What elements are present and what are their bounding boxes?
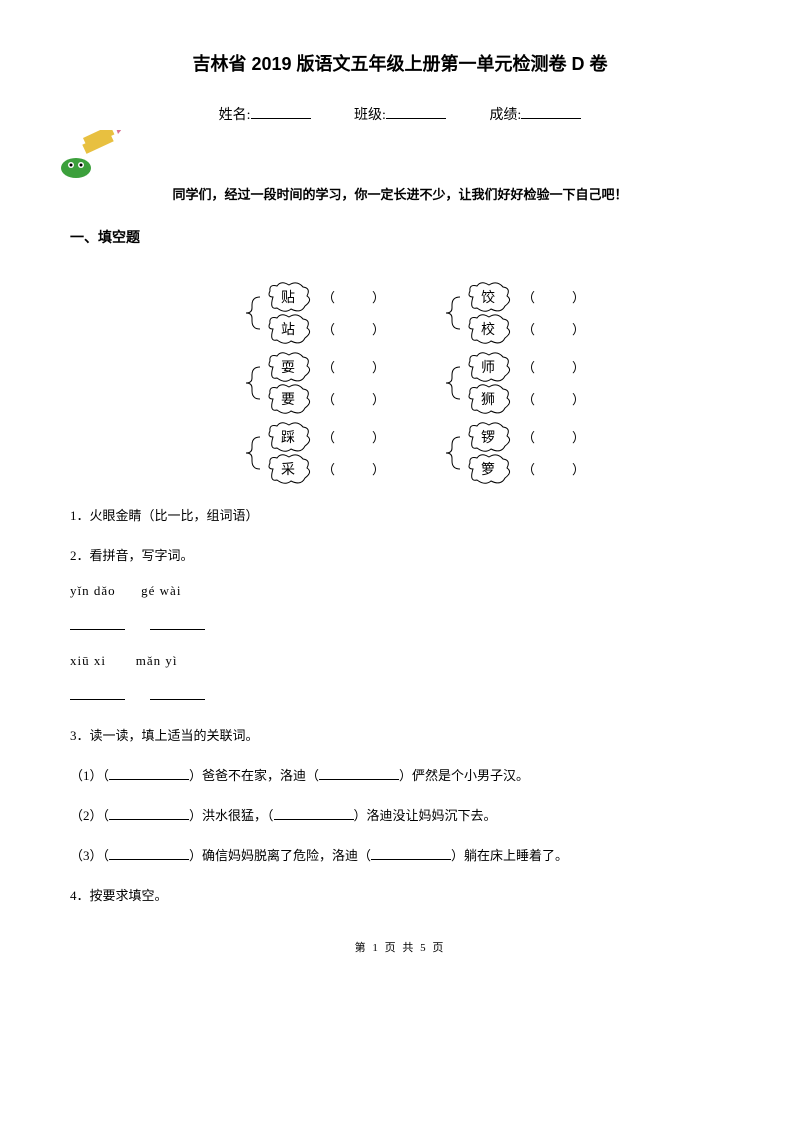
q3-1-blank2[interactable] [319, 767, 399, 780]
pinyin-1a: yǐn dǎo [70, 583, 116, 598]
svg-text:（: （ [522, 322, 535, 337]
pencil-icon [58, 130, 128, 180]
svg-text:）: ） [372, 290, 385, 305]
pinyin-2a: xiū xi [70, 653, 106, 668]
question-3-item-1: （1）（ ）爸爸不在家，洛迪（ ）俨然是个小男子汉。 [70, 763, 730, 789]
svg-text:站: 站 [281, 322, 295, 338]
answer-blank-1a[interactable] [70, 615, 125, 630]
q3-3-a: （3）（ [70, 848, 109, 863]
question-2: 2．看拼音，写字词。 [70, 543, 730, 569]
svg-text:（: （ [322, 322, 335, 337]
svg-text:）: ） [372, 322, 385, 337]
q3-3-blank1[interactable] [109, 847, 189, 860]
svg-text:箩: 箩 [481, 462, 495, 478]
intro-text: 同学们，经过一段时间的学习，你一定长进不少，让我们好好检验一下自己吧！ [70, 184, 730, 203]
svg-text:师: 师 [481, 360, 495, 376]
pinyin-row-1: yǐn dǎo gé wài [70, 583, 730, 599]
q3-1-b: ）爸爸不在家，洛迪（ [189, 768, 319, 783]
q3-1-c: ）俨然是个小男子汉。 [399, 768, 529, 783]
svg-text:）: ） [372, 430, 385, 445]
class-blank[interactable] [386, 118, 446, 119]
svg-text:（: （ [322, 290, 335, 305]
q3-1-blank1[interactable] [109, 767, 189, 780]
svg-text:（: （ [522, 392, 535, 407]
score-label: 成绩: [489, 108, 521, 123]
q3-3-b: ）确信妈妈脱离了危险，洛迪（ [189, 848, 371, 863]
svg-text:（: （ [322, 360, 335, 375]
cloud-word-diagram: 贴 （ ） 站 （ ） 饺 （ ） 校 （ ） 耍 （ ） 要 （ ） 师 （ ） 狮 （ ） 踩 （ ） 采 （ ） 锣 （ ） 箩 （ ） [70, 265, 730, 485]
q3-2-blank1[interactable] [109, 807, 189, 820]
q3-3-blank2[interactable] [371, 847, 451, 860]
svg-text:锣: 锣 [481, 430, 495, 446]
svg-text:）: ） [572, 360, 585, 375]
svg-text:校: 校 [481, 321, 495, 338]
svg-text:（: （ [522, 290, 535, 305]
q3-3-c: ）躺在床上睡着了。 [451, 848, 568, 863]
pinyin-row-2: xiū xi mǎn yì [70, 653, 730, 669]
q3-2-c: ）洛迪没让妈妈沉下去。 [354, 808, 497, 823]
answer-blank-2a[interactable] [70, 685, 125, 700]
answer-blank-2b[interactable] [150, 685, 205, 700]
svg-text:耍: 耍 [281, 361, 295, 376]
q3-1-a: （1）（ [70, 768, 109, 783]
question-4: 4．按要求填空。 [70, 883, 730, 909]
name-blank[interactable] [251, 118, 311, 119]
question-1: 1．火眼金睛（比一比，组词语） [70, 503, 730, 529]
svg-text:）: ） [572, 322, 585, 337]
svg-text:（: （ [322, 462, 335, 477]
q3-2-b: ）洪水很猛，（ [189, 808, 274, 823]
svg-text:）: ） [572, 290, 585, 305]
page-footer: 第 1 页 共 5 页 [70, 939, 730, 955]
svg-text:（: （ [522, 360, 535, 375]
pinyin-1b: gé wài [141, 583, 181, 598]
answer-row-1 [70, 613, 730, 639]
svg-text:狮: 狮 [481, 392, 495, 408]
q3-2-blank2[interactable] [274, 807, 354, 820]
svg-text:（: （ [322, 430, 335, 445]
svg-text:）: ） [572, 462, 585, 477]
name-label: 姓名: [219, 108, 251, 123]
svg-text:）: ） [372, 360, 385, 375]
question-3: 3．读一读，填上适当的关联词。 [70, 723, 730, 749]
svg-text:（: （ [322, 392, 335, 407]
score-blank[interactable] [521, 118, 581, 119]
svg-text:）: ） [372, 462, 385, 477]
question-3-item-2: （2）（ ）洪水很猛，（ ）洛迪没让妈妈沉下去。 [70, 803, 730, 829]
svg-text:要: 要 [281, 393, 295, 408]
svg-text:踩: 踩 [281, 430, 295, 446]
svg-text:（: （ [522, 462, 535, 477]
svg-text:（: （ [522, 430, 535, 445]
q3-2-a: （2）（ [70, 808, 109, 823]
section-1-heading: 一、填空题 [70, 227, 730, 247]
svg-text:采: 采 [281, 462, 295, 478]
class-label: 班级: [354, 108, 386, 123]
svg-text:）: ） [572, 430, 585, 445]
answer-blank-1b[interactable] [150, 615, 205, 630]
exam-title: 吉林省 2019 版语文五年级上册第一单元检测卷 D 卷 [70, 50, 730, 76]
answer-row-2 [70, 683, 730, 709]
svg-text:贴: 贴 [281, 290, 295, 306]
student-info-line: 姓名: 班级: 成绩: [70, 104, 730, 124]
svg-text:）: ） [372, 392, 385, 407]
svg-text:）: ） [572, 392, 585, 407]
question-3-item-3: （3）（ ）确信妈妈脱离了危险，洛迪（ ）躺在床上睡着了。 [70, 843, 730, 869]
svg-text:饺: 饺 [481, 290, 495, 306]
pinyin-2b: mǎn yì [136, 653, 178, 668]
